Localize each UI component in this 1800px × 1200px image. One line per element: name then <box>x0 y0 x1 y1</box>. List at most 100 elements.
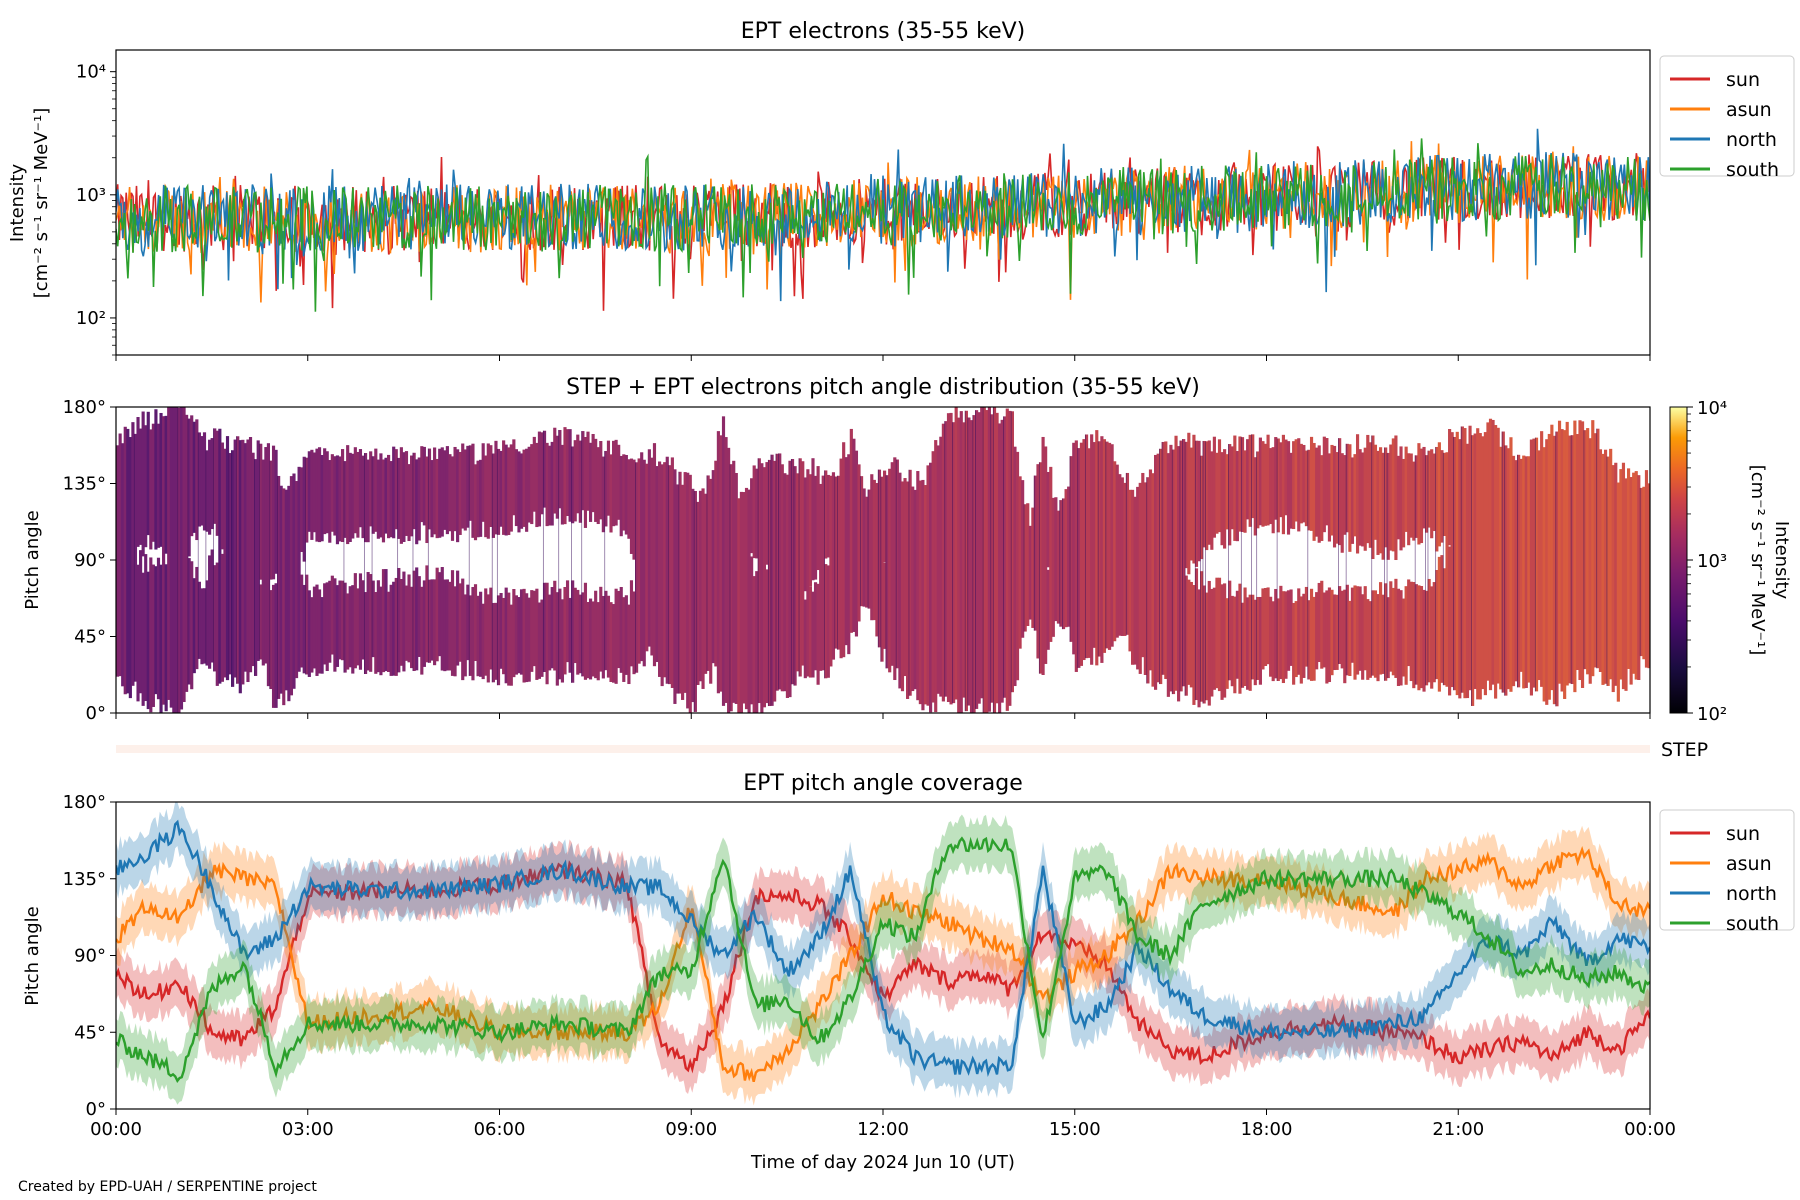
heatmap-cell <box>906 481 910 699</box>
heatmap-cell <box>330 454 334 532</box>
heatmap-stripe <box>1371 435 1373 676</box>
heatmap-cell <box>770 454 774 706</box>
heatmap-cell <box>1187 579 1191 685</box>
heatmap-cell <box>274 583 278 708</box>
heatmap-cell <box>962 422 966 698</box>
heatmap-stripe <box>277 475 278 699</box>
heatmap-stripe <box>836 475 838 650</box>
heatmap-cell <box>1240 437 1245 533</box>
heatmap-cell <box>317 589 322 674</box>
heatmap-cell <box>1396 588 1401 686</box>
heatmap-cell <box>785 474 790 698</box>
heatmap-cell <box>333 456 337 536</box>
heatmap-cell <box>404 451 409 536</box>
heatmap-cell <box>496 448 501 535</box>
heatmap-cell <box>445 446 449 535</box>
heatmap-cell <box>185 414 189 692</box>
heatmap-stripe <box>952 422 953 704</box>
heatmap-cell <box>1563 430 1567 699</box>
heatmap-cell <box>481 443 485 522</box>
heatmap-cell <box>537 431 542 527</box>
heatmap-cell <box>836 475 841 650</box>
heatmap-stripe <box>1345 443 1347 676</box>
heatmap-cell <box>1286 590 1291 671</box>
heatmap-cell <box>187 558 191 685</box>
heatmap-stripe <box>1179 440 1181 692</box>
heatmap-cell <box>532 436 536 512</box>
step-bar <box>116 745 1650 753</box>
heatmap-stripe <box>824 470 825 679</box>
heatmap-cell <box>1271 601 1275 682</box>
heatmap-cell <box>624 595 628 675</box>
heatmap-cell <box>1542 447 1546 702</box>
heatmap-cell <box>704 493 708 674</box>
heatmap-cell <box>162 416 166 705</box>
heatmap-cell <box>1271 447 1275 534</box>
heatmap-cell <box>847 454 851 655</box>
heatmap-cell <box>622 454 626 531</box>
heatmap-stripe <box>1184 441 1186 696</box>
heatmap-stripe <box>1460 426 1462 693</box>
heatmap-cell <box>179 407 184 710</box>
heatmap-cell <box>816 466 820 571</box>
heatmap-stripe <box>1435 446 1437 680</box>
heatmap-cell <box>514 449 518 527</box>
heatmap-cell <box>1442 568 1447 686</box>
heatmap-cell <box>796 473 800 672</box>
heatmap-cell <box>484 455 488 538</box>
heatmap-cell <box>1560 429 1564 692</box>
heatmap-cell <box>1061 498 1066 630</box>
heatmap-cell <box>254 459 258 676</box>
heatmap-cell <box>793 466 797 686</box>
heatmap-cell <box>1327 587 1332 683</box>
heatmap-cell <box>1197 589 1201 708</box>
panel3-series-group <box>116 802 1650 1106</box>
heatmap-cell <box>788 460 792 698</box>
heatmap-stripe <box>1023 504 1025 632</box>
heatmap-cell <box>1376 450 1380 555</box>
heatmap-stripe <box>236 436 237 684</box>
heatmap-cell <box>1082 439 1086 661</box>
heatmap-cell <box>880 476 884 662</box>
heatmap-cell <box>939 436 943 697</box>
heatmap-cell <box>1353 585 1357 680</box>
heatmap-stripe <box>1414 455 1416 685</box>
heatmap-cell <box>545 582 549 685</box>
heatmap-cell <box>778 453 782 690</box>
heatmap-cell <box>494 602 498 680</box>
heatmap-cell <box>1609 448 1613 680</box>
heatmap-cell <box>1228 444 1232 546</box>
heatmap-cell <box>1192 434 1196 564</box>
heatmap-stripe <box>1202 440 1204 704</box>
heatmap-cell <box>248 437 253 673</box>
heatmap-cell <box>596 602 600 681</box>
heatmap-cell <box>813 582 818 671</box>
heatmap-cell <box>611 604 616 683</box>
heatmap-cell <box>1603 449 1608 684</box>
heatmap-cell <box>619 455 623 537</box>
heatmap-cell <box>1345 443 1349 533</box>
heatmap-cell <box>1368 442 1372 548</box>
heatmap-stripe <box>1010 411 1012 693</box>
y-tick-label: 10³ <box>76 185 106 206</box>
heatmap-cell <box>486 594 490 683</box>
y-tick-label: 0° <box>86 703 106 724</box>
heatmap-cell <box>867 489 871 609</box>
heatmap-cell <box>302 456 306 562</box>
heatmap-stripe <box>491 453 493 683</box>
heatmap-stripe <box>542 430 544 672</box>
heatmap-cell <box>1624 478 1628 691</box>
heatmap-cell <box>1394 435 1398 561</box>
heatmap-cell <box>1465 443 1470 699</box>
heatmap-cell <box>363 453 368 543</box>
heatmap-cell <box>1309 436 1314 531</box>
heatmap-cell <box>489 587 493 670</box>
heatmap-stripe <box>1084 434 1086 659</box>
heatmap-cell <box>1386 452 1390 560</box>
heatmap-cell <box>581 431 585 511</box>
heatmap-cell <box>1233 435 1237 541</box>
heatmap-cell <box>1404 586 1408 685</box>
heatmap-cell <box>1021 480 1025 638</box>
heatmap-stripe <box>231 450 232 687</box>
heatmap-stripe <box>668 465 670 685</box>
